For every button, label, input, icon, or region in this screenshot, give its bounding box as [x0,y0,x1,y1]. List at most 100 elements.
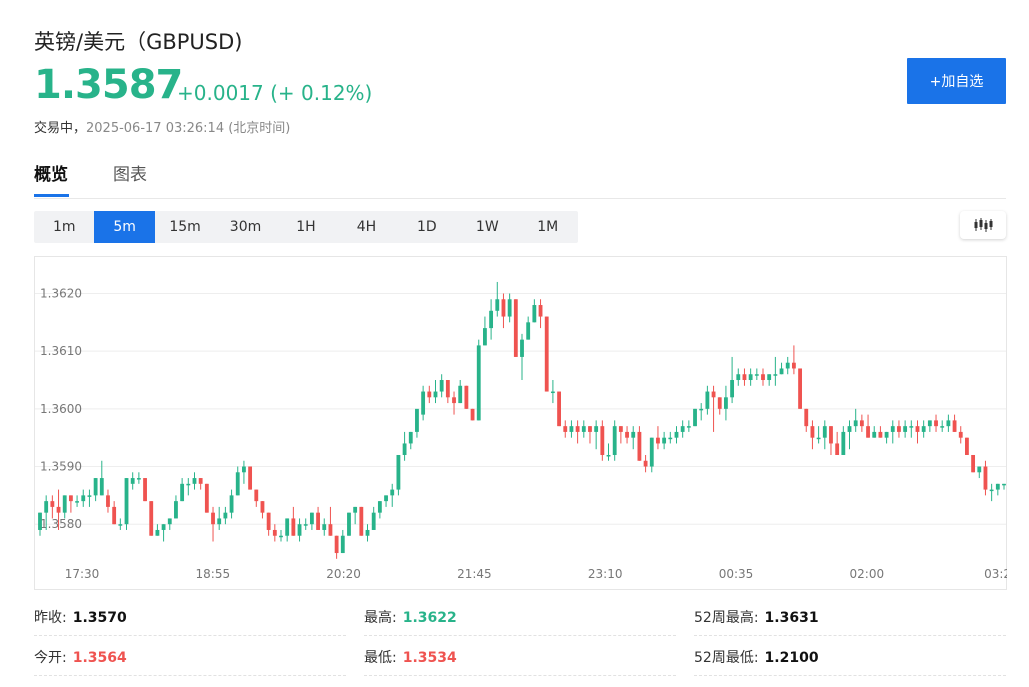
stat-value: 1.3570 [72,610,127,626]
candle-body [526,322,531,340]
divider [694,635,1006,636]
candle-body [316,512,320,530]
candle [309,512,314,530]
candle [415,408,419,438]
candle [167,518,172,530]
candle-body [785,362,790,369]
stat-label: 最低: [364,650,397,666]
candle [625,426,629,444]
period-5m[interactable]: 5m [94,211,155,243]
candle [291,506,296,536]
candle [106,489,110,513]
candle [594,420,599,450]
period-1mo[interactable]: 1M [537,219,559,235]
candle-body [328,524,333,536]
candle-body [520,339,524,357]
candle [402,431,407,461]
last-price: 1.3587 [34,62,183,108]
candle-body [118,524,123,526]
candle [118,518,123,530]
candle [248,466,253,490]
tab-overview[interactable]: 概览 [34,165,68,185]
period-1w[interactable]: 1W [475,219,499,235]
candle [829,426,833,455]
x-tick-label: 23:10 [588,567,623,581]
candle [730,356,735,404]
quote-timestamp: 2025-06-17 03:26:14 (北京时间) [86,121,291,136]
candle [204,483,209,513]
price-change: +0.0017 (+ 0.12%) [177,81,373,105]
candle [347,512,351,536]
candle-body [44,501,49,513]
candle-body [260,501,265,513]
candle [229,489,234,519]
candle-body [38,512,42,530]
candle [427,385,432,404]
candle-body [693,408,697,427]
candle-body [847,426,852,432]
candle [328,506,333,536]
candle [161,524,166,542]
candle-body [600,426,605,455]
candle [353,506,358,525]
candle [736,368,741,386]
stat-label: 52周最高: [694,610,759,626]
stat-value: 1.3622 [402,610,457,626]
candle [377,501,382,519]
candle-body [656,437,660,444]
candle [995,483,1000,496]
candle-body [662,437,667,444]
candle [903,420,908,438]
candle-body [952,420,957,432]
candle-body [983,466,988,490]
candle-body [476,345,481,421]
candle [272,524,277,542]
candle [316,506,320,530]
candle-body [334,535,339,554]
chart-type-toggle[interactable] [960,211,1006,239]
candle-body [291,518,296,536]
candle [303,518,308,530]
price-chart[interactable]: 1.3620 1.3610 1.3600 1.3590 1.3580 17:30 18:5… [34,256,1007,591]
candle [835,431,840,455]
candle-body [921,426,926,432]
candle [297,518,302,542]
candle-body [538,305,543,317]
candle-body [143,478,147,502]
candle-body [347,512,351,536]
candle-body [513,299,518,357]
candle [643,454,648,473]
y-axis: 1.3620 1.3610 1.3600 1.3590 1.3580 [40,286,82,531]
candle [408,431,413,450]
period-1m[interactable]: 1m [52,219,76,235]
candle [847,420,852,450]
candle [532,299,537,323]
candle-body [557,391,561,427]
candle [600,420,605,461]
tab-chart[interactable]: 图表 [113,165,147,185]
candle [927,420,932,432]
candle [890,420,895,444]
period-4h[interactable]: 4H [356,219,377,235]
candle-body [93,478,98,496]
candle-body [717,397,722,409]
candle [767,374,772,386]
candle-body [612,426,617,455]
candle-body [742,374,747,381]
period-30m[interactable]: 30m [229,219,262,235]
x-axis: 17:30 18:55 20:20 21:45 23:10 00:35 02:00 03:2 [65,567,1007,581]
candle [211,506,215,542]
period-1h[interactable]: 1H [296,219,316,235]
candle [785,356,790,375]
period-15m[interactable]: 15m [169,219,201,235]
chart-frame [34,256,1007,590]
candle-body [136,478,141,480]
candle-body [279,535,283,538]
candle-body [853,420,858,427]
candle-body [75,501,79,503]
candle-body [915,426,920,432]
period-1d[interactable]: 1D [417,219,437,235]
candle-body [927,420,932,427]
candle-body [791,362,796,369]
add-to-watchlist-button[interactable]: +加自选 [907,58,1006,104]
